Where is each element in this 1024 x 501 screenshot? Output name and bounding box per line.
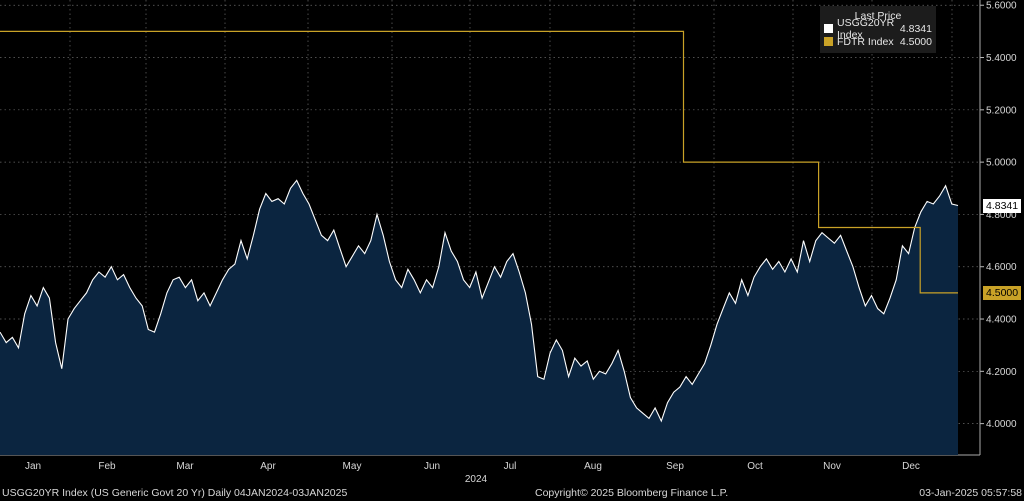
legend-header: Last Price — [854, 10, 902, 22]
legend-label-fdtr: FDTR Index — [837, 35, 894, 48]
footer-timestamp: 03-Jan-2025 05:57:58 — [919, 487, 1022, 499]
last-value-tag-fdtr: 4.5000 — [983, 285, 1022, 300]
fdtr-step-line — [0, 30, 958, 294]
footer-copyright: Copyright© 2025 Bloomberg Finance L.P. — [535, 487, 729, 499]
legend-entry-fdtr: FDTR Index 4.5000 — [820, 35, 936, 48]
usgg20yr-line — [0, 179, 959, 423]
usgg20yr-area — [0, 180, 958, 455]
x-tick-label: Feb — [98, 461, 116, 472]
legend-swatch-usgg20yr — [824, 24, 833, 33]
x-tick-label: Sep — [666, 461, 684, 472]
legend-value-fdtr: 4.5000 — [899, 35, 932, 48]
y-tick-label: 5.4000 — [986, 53, 1017, 64]
legend-swatch-fdtr — [824, 37, 833, 46]
x-tick-label: Jan — [25, 461, 41, 472]
y-tick-label: 4.2000 — [986, 367, 1017, 378]
x-tick-label: Aug — [584, 461, 602, 472]
legend-label-usgg20yr: USGG20YR Index — [837, 16, 895, 41]
last-value-tag-usgg20yr: 4.8341 — [983, 198, 1022, 213]
x-tick-label: Oct — [747, 461, 763, 472]
y-tick-label: 5.0000 — [986, 158, 1017, 169]
x-year-label: 2024 — [465, 474, 488, 485]
y-tick-label: 5.2000 — [986, 105, 1017, 116]
x-tick-label: Nov — [823, 461, 841, 472]
x-tick-label: Apr — [260, 461, 276, 472]
x-tick-label: Jun — [424, 461, 440, 472]
y-tick-label: 4.0000 — [986, 419, 1017, 430]
y-tick-label: 4.6000 — [986, 262, 1017, 273]
y-tick-label: 4.8000 — [986, 210, 1017, 221]
y-tick-label: 4.4000 — [986, 315, 1017, 326]
x-tick-label: May — [343, 461, 362, 472]
legend-entry-usgg20yr: USGG20YR Index 4.8341 — [820, 17, 936, 41]
x-tick-label: Mar — [176, 461, 194, 472]
x-tick-label: Dec — [902, 461, 920, 472]
y-tick-label: 5.6000 — [986, 1, 1017, 12]
legend: Last Price USGG20YR Index 4.8341 FDTR In… — [820, 6, 936, 53]
footer-description: USGG20YR Index (US Generic Govt 20 Yr) D… — [2, 487, 348, 499]
x-tick-label: Jul — [504, 461, 517, 472]
legend-value-usgg20yr: 4.8341 — [899, 22, 932, 35]
